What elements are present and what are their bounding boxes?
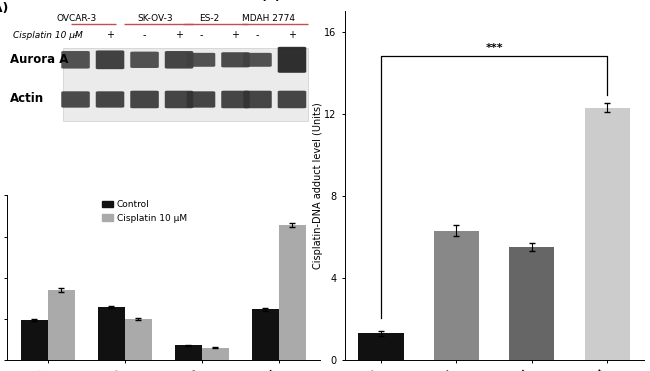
FancyBboxPatch shape [187, 91, 215, 108]
Text: MDAH 2774: MDAH 2774 [242, 13, 295, 23]
Bar [434, 231, 479, 360]
Bar [175, 345, 202, 360]
Text: ES-2: ES-2 [199, 13, 219, 23]
Text: -: - [255, 30, 259, 40]
FancyBboxPatch shape [243, 91, 272, 108]
FancyBboxPatch shape [96, 50, 124, 69]
Bar [202, 348, 229, 360]
Text: (A): (A) [0, 1, 9, 14]
Text: -: - [200, 30, 203, 40]
Bar [47, 290, 75, 360]
FancyBboxPatch shape [130, 52, 159, 68]
FancyBboxPatch shape [278, 47, 306, 73]
FancyBboxPatch shape [243, 53, 272, 67]
Text: ***: *** [486, 43, 503, 53]
Text: +: + [288, 30, 296, 40]
Text: (C): (C) [261, 0, 282, 3]
Text: +: + [106, 30, 114, 40]
Bar [279, 225, 306, 360]
FancyBboxPatch shape [61, 51, 90, 69]
FancyBboxPatch shape [130, 91, 159, 108]
Bar [21, 320, 47, 360]
Bar [584, 108, 630, 360]
Bar [252, 309, 279, 360]
Text: +: + [231, 30, 239, 40]
FancyBboxPatch shape [63, 48, 307, 121]
Text: -: - [73, 30, 77, 40]
Text: Aurora A: Aurora A [10, 53, 68, 66]
Text: Cisplatin 10 μM: Cisplatin 10 μM [13, 31, 83, 40]
FancyBboxPatch shape [221, 52, 250, 68]
Text: SK-OV-3: SK-OV-3 [138, 13, 174, 23]
FancyBboxPatch shape [96, 91, 124, 108]
FancyBboxPatch shape [61, 91, 90, 108]
FancyBboxPatch shape [221, 91, 250, 108]
Bar [125, 319, 152, 360]
FancyBboxPatch shape [187, 53, 215, 67]
FancyBboxPatch shape [164, 51, 193, 69]
Bar [509, 247, 554, 360]
Bar [98, 308, 125, 360]
Text: OVCAR-3: OVCAR-3 [57, 13, 98, 23]
FancyBboxPatch shape [164, 91, 193, 108]
Bar [358, 333, 404, 360]
FancyBboxPatch shape [278, 91, 306, 108]
Text: -: - [143, 30, 146, 40]
Text: Actin: Actin [10, 92, 44, 105]
Legend: Control, Cisplatin 10 μM: Control, Cisplatin 10 μM [99, 197, 190, 226]
Y-axis label: Cisplatin-DNA adduct level (Units): Cisplatin-DNA adduct level (Units) [313, 102, 322, 269]
Text: +: + [175, 30, 183, 40]
